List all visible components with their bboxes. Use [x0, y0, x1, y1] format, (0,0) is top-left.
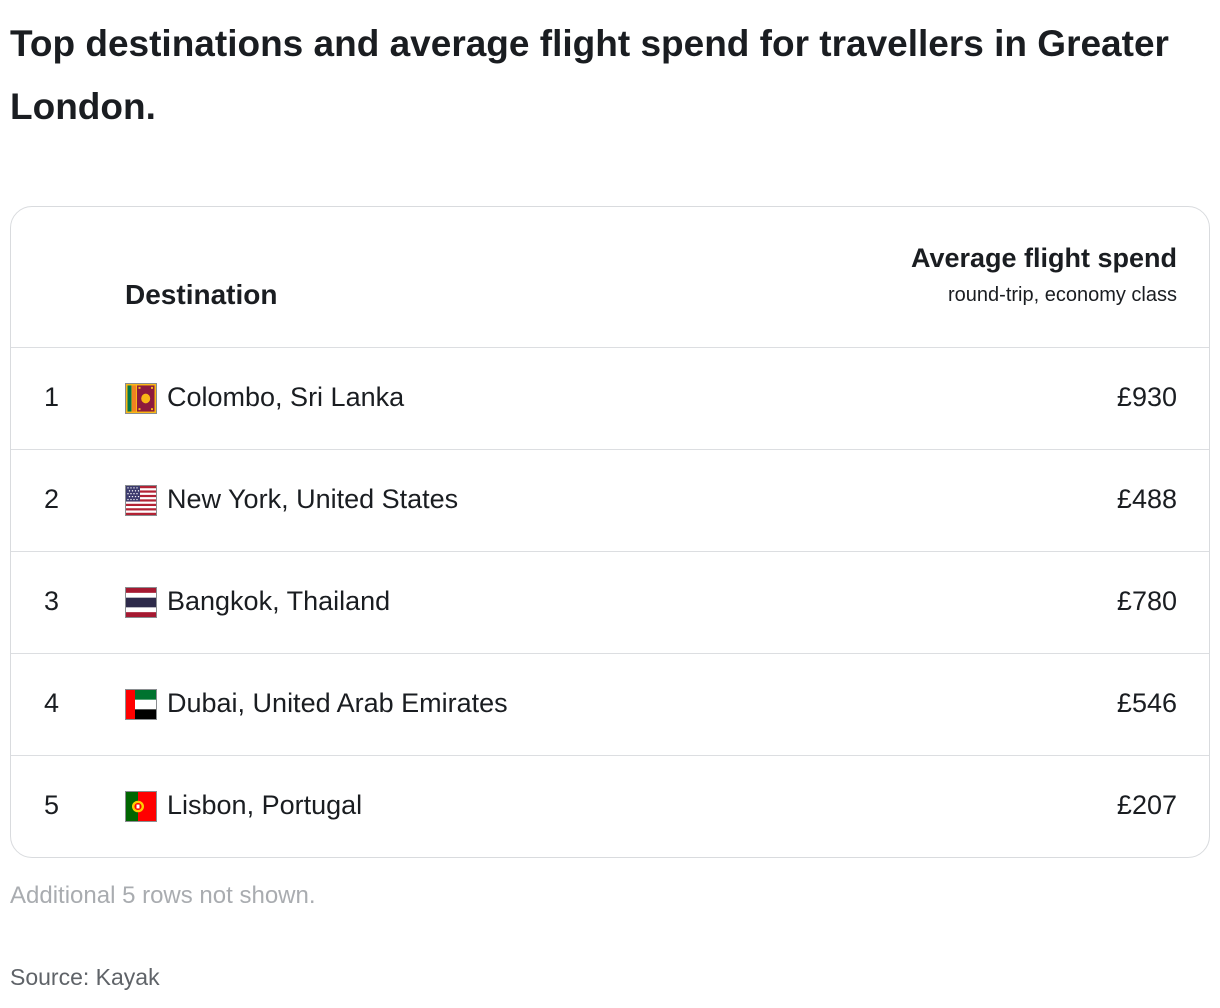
- hidden-rows-note: Additional 5 rows not shown.: [10, 882, 316, 909]
- column-header-spend-subtitle: round-trip, economy class: [948, 284, 1177, 306]
- destination-cell: Colombo, Sri Lanka: [167, 382, 405, 412]
- sri-lanka-flag-icon: [125, 383, 157, 414]
- destination-cell: Bangkok, Thailand: [167, 586, 391, 616]
- spend-cell: £207: [1116, 790, 1177, 820]
- column-header-spend-title: Average flight spend: [910, 243, 1177, 273]
- spend-cell: £780: [1116, 586, 1177, 616]
- destination-cell: Dubai, United Arab Emirates: [167, 688, 508, 718]
- table-row: 1 Colombo, Sri Lanka £930: [11, 348, 1209, 450]
- rank-cell: 2: [44, 484, 60, 514]
- table-row: 4 Dubai, United Arab Emirates £546: [11, 654, 1209, 756]
- uae-flag-icon: [125, 689, 157, 720]
- table-row: 5 Lisbon, Portugal £207: [11, 756, 1209, 857]
- portugal-flag-icon: [125, 791, 157, 822]
- table-header: Destination Average flight spend round-t…: [11, 207, 1209, 348]
- page-title: Top destinations and average flight spen…: [10, 23, 1169, 127]
- column-header-spend: Average flight spend round-trip, economy…: [911, 241, 1177, 315]
- rank-cell: 4: [44, 688, 60, 718]
- destination-cell: New York, United States: [167, 484, 459, 514]
- spend-cell: £488: [1116, 484, 1177, 514]
- destination-cell: Lisbon, Portugal: [167, 790, 363, 820]
- thailand-flag-icon: [125, 587, 157, 618]
- rank-cell: 1: [44, 382, 60, 412]
- destinations-table: Destination Average flight spend round-t…: [10, 206, 1210, 858]
- table-row: 3 Bangkok, Thailand £780: [11, 552, 1209, 654]
- spend-cell: £546: [1116, 688, 1177, 718]
- rank-cell: 3: [44, 586, 60, 616]
- column-header-destination: Destination: [125, 279, 278, 310]
- source-credit: Source: Kayak: [10, 964, 160, 990]
- rank-cell: 5: [44, 790, 60, 820]
- spend-cell: £930: [1116, 382, 1177, 412]
- table-row: 2 New York, United: [11, 450, 1209, 552]
- united-states-flag-icon: [125, 485, 157, 516]
